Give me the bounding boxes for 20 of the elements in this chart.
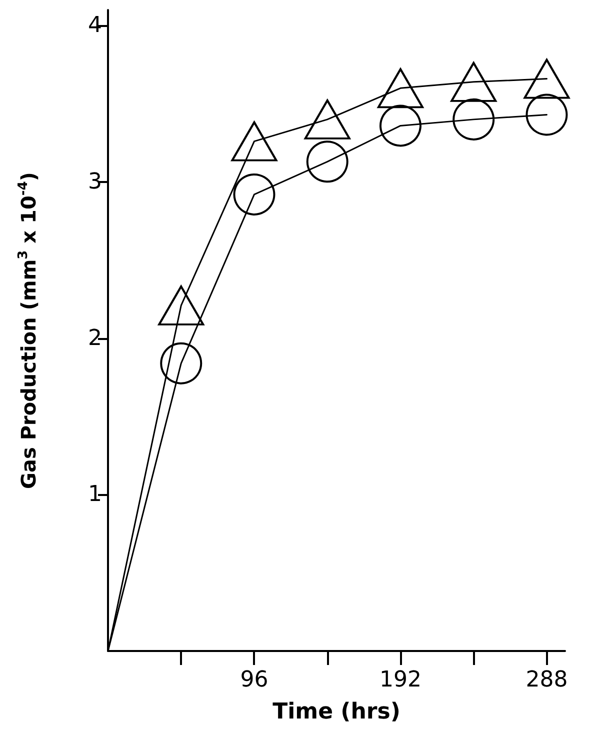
x-tick-label: 96 xyxy=(240,668,268,692)
point xyxy=(524,58,570,99)
x-tick-label: 288 xyxy=(526,668,568,692)
point xyxy=(304,99,350,140)
point xyxy=(526,94,568,136)
point xyxy=(450,62,497,102)
point xyxy=(306,140,348,183)
y-tick-label: 1 xyxy=(88,482,102,508)
point xyxy=(233,173,276,216)
y-tick-label: 4 xyxy=(88,13,102,38)
point xyxy=(452,98,495,140)
point xyxy=(380,104,422,147)
y-axis-title: Gas Production (mm3 x 10-4) xyxy=(16,172,40,489)
point xyxy=(377,68,424,108)
x-tick-label: 192 xyxy=(379,668,422,692)
point xyxy=(158,285,204,326)
x-axis-title: Time (hrs) xyxy=(272,700,400,724)
point xyxy=(160,342,202,384)
y-tick-label: 2 xyxy=(88,326,102,351)
point xyxy=(231,121,278,162)
